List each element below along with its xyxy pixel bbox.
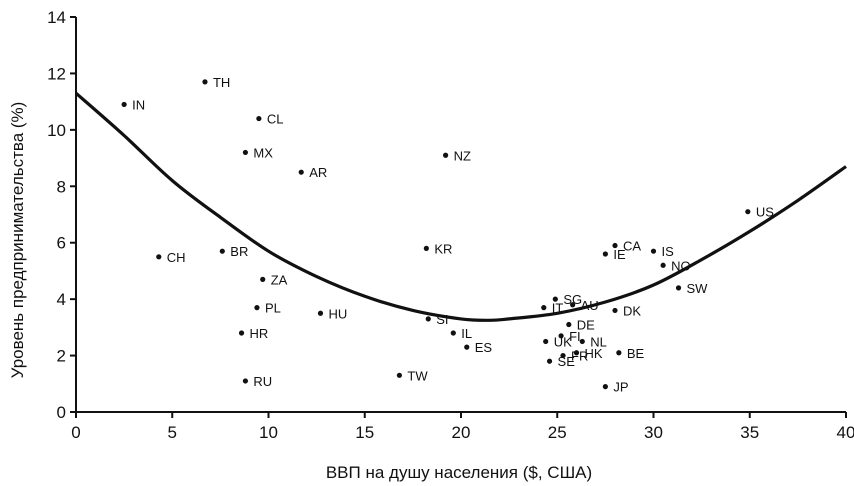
data-point-jp xyxy=(602,384,608,390)
data-point-uk xyxy=(543,338,549,345)
point-label-no: NO xyxy=(671,258,691,273)
point-label-in: IN xyxy=(132,97,145,112)
point-label-th: TH xyxy=(213,75,230,90)
data-point-fi xyxy=(558,333,564,339)
point-label-hu: HU xyxy=(328,306,347,321)
data-point-th xyxy=(202,79,208,85)
x-tick-label: 5 xyxy=(168,423,177,442)
data-point-mx xyxy=(242,149,248,156)
point-label-tw: TW xyxy=(407,368,428,383)
point-label-nz: NZ xyxy=(454,148,471,163)
point-label-br: BR xyxy=(230,244,248,259)
data-point-ca xyxy=(612,242,618,249)
data-point-ru xyxy=(242,378,248,384)
y-tick-label: 2 xyxy=(57,347,66,366)
point-label-hr: HR xyxy=(250,326,269,341)
point-label-dk: DK xyxy=(623,303,641,318)
x-tick-label: 10 xyxy=(259,423,278,442)
point-label-sw: SW xyxy=(687,281,709,296)
x-axis-ticks: 0 5 10 15 20 25 30 35 40 xyxy=(71,412,854,442)
data-point-nl xyxy=(579,338,585,345)
point-label-hk: HK xyxy=(585,346,603,361)
data-point-ie xyxy=(602,251,608,257)
data-point-hk xyxy=(573,350,580,356)
point-label-de: DE xyxy=(577,318,595,333)
y-tick-label: 12 xyxy=(47,64,66,83)
point-label-ru: RU xyxy=(253,374,272,389)
data-point-no xyxy=(660,262,666,268)
y-tick-label: 8 xyxy=(57,177,66,196)
point-label-kr: KR xyxy=(434,241,452,256)
data-point-dk xyxy=(612,307,618,314)
point-label-mx: MX xyxy=(253,145,273,160)
x-axis-title: ВВП на душу населения ($, США) xyxy=(326,463,592,482)
point-label-si: SI xyxy=(436,312,448,327)
data-point-hr xyxy=(238,330,245,336)
data-point-hu xyxy=(317,310,324,316)
point-label-it: IT xyxy=(552,301,564,316)
trend-curve-group xyxy=(74,91,847,322)
point-label-us: US xyxy=(756,205,774,220)
data-point-us xyxy=(745,209,751,215)
data-point-fr xyxy=(560,352,566,359)
x-tick-label: 25 xyxy=(548,423,567,442)
y-tick-label: 0 xyxy=(57,403,66,422)
y-tick-label: 4 xyxy=(57,290,66,309)
point-label-fi: FI xyxy=(569,329,581,344)
data-point-ch xyxy=(156,254,162,260)
data-point-tw xyxy=(396,372,402,378)
x-tick-label: 15 xyxy=(355,423,374,442)
point-label-il: IL xyxy=(461,326,472,341)
y-tick-label: 14 xyxy=(47,8,66,27)
data-point-sw xyxy=(675,285,682,291)
data-point-za xyxy=(260,276,266,282)
data-point-es xyxy=(464,344,470,350)
y-tick-label: 10 xyxy=(47,121,66,140)
y-axis-ticks: 0 2 4 6 8 10 12 14 xyxy=(47,8,76,422)
point-label-nl: NL xyxy=(590,334,607,349)
data-point-in xyxy=(121,101,127,108)
data-point-it xyxy=(541,305,547,311)
data-point-is xyxy=(650,248,657,254)
x-tick-label: 40 xyxy=(837,423,854,442)
data-point-nz xyxy=(443,152,449,158)
point-label-is: IS xyxy=(662,244,675,259)
point-label-au: AU xyxy=(581,298,599,313)
point-label-ar: AR xyxy=(309,165,327,180)
data-point-de xyxy=(566,321,572,328)
trend-curve xyxy=(74,91,847,322)
data-point-be xyxy=(616,350,622,356)
x-tick-label: 20 xyxy=(452,423,471,442)
point-label-ie: IE xyxy=(613,247,626,262)
point-label-es: ES xyxy=(475,340,493,355)
point-label-se: SE xyxy=(558,354,576,369)
x-tick-label: 0 xyxy=(71,423,80,442)
data-point-il xyxy=(450,330,456,336)
point-label-sg: SG xyxy=(563,292,582,307)
data-point-pl xyxy=(254,305,260,311)
point-label-cl: CL xyxy=(267,112,284,127)
data-point-au xyxy=(570,302,576,308)
point-label-ch: CH xyxy=(167,250,186,265)
data-point-si xyxy=(425,316,431,322)
data-point-cl xyxy=(256,115,262,122)
point-label-jp: JP xyxy=(613,380,628,395)
y-tick-label: 6 xyxy=(57,234,66,253)
data-point-br xyxy=(219,248,225,254)
x-tick-label: 35 xyxy=(740,423,759,442)
point-label-za: ZA xyxy=(271,272,288,287)
data-point-sg xyxy=(552,296,558,302)
point-label-be: BE xyxy=(627,346,645,361)
data-point-kr xyxy=(423,245,429,251)
point-label-ca: CA xyxy=(623,239,641,254)
data-point-se xyxy=(546,358,553,364)
y-axis-title: Уровень предпринимательства (%) xyxy=(8,102,27,379)
chart-axes xyxy=(75,17,846,413)
point-label-pl: PL xyxy=(265,301,281,316)
x-tick-label: 30 xyxy=(644,423,663,442)
point-label-uk: UK xyxy=(554,334,572,349)
data-point-ar xyxy=(298,169,304,175)
